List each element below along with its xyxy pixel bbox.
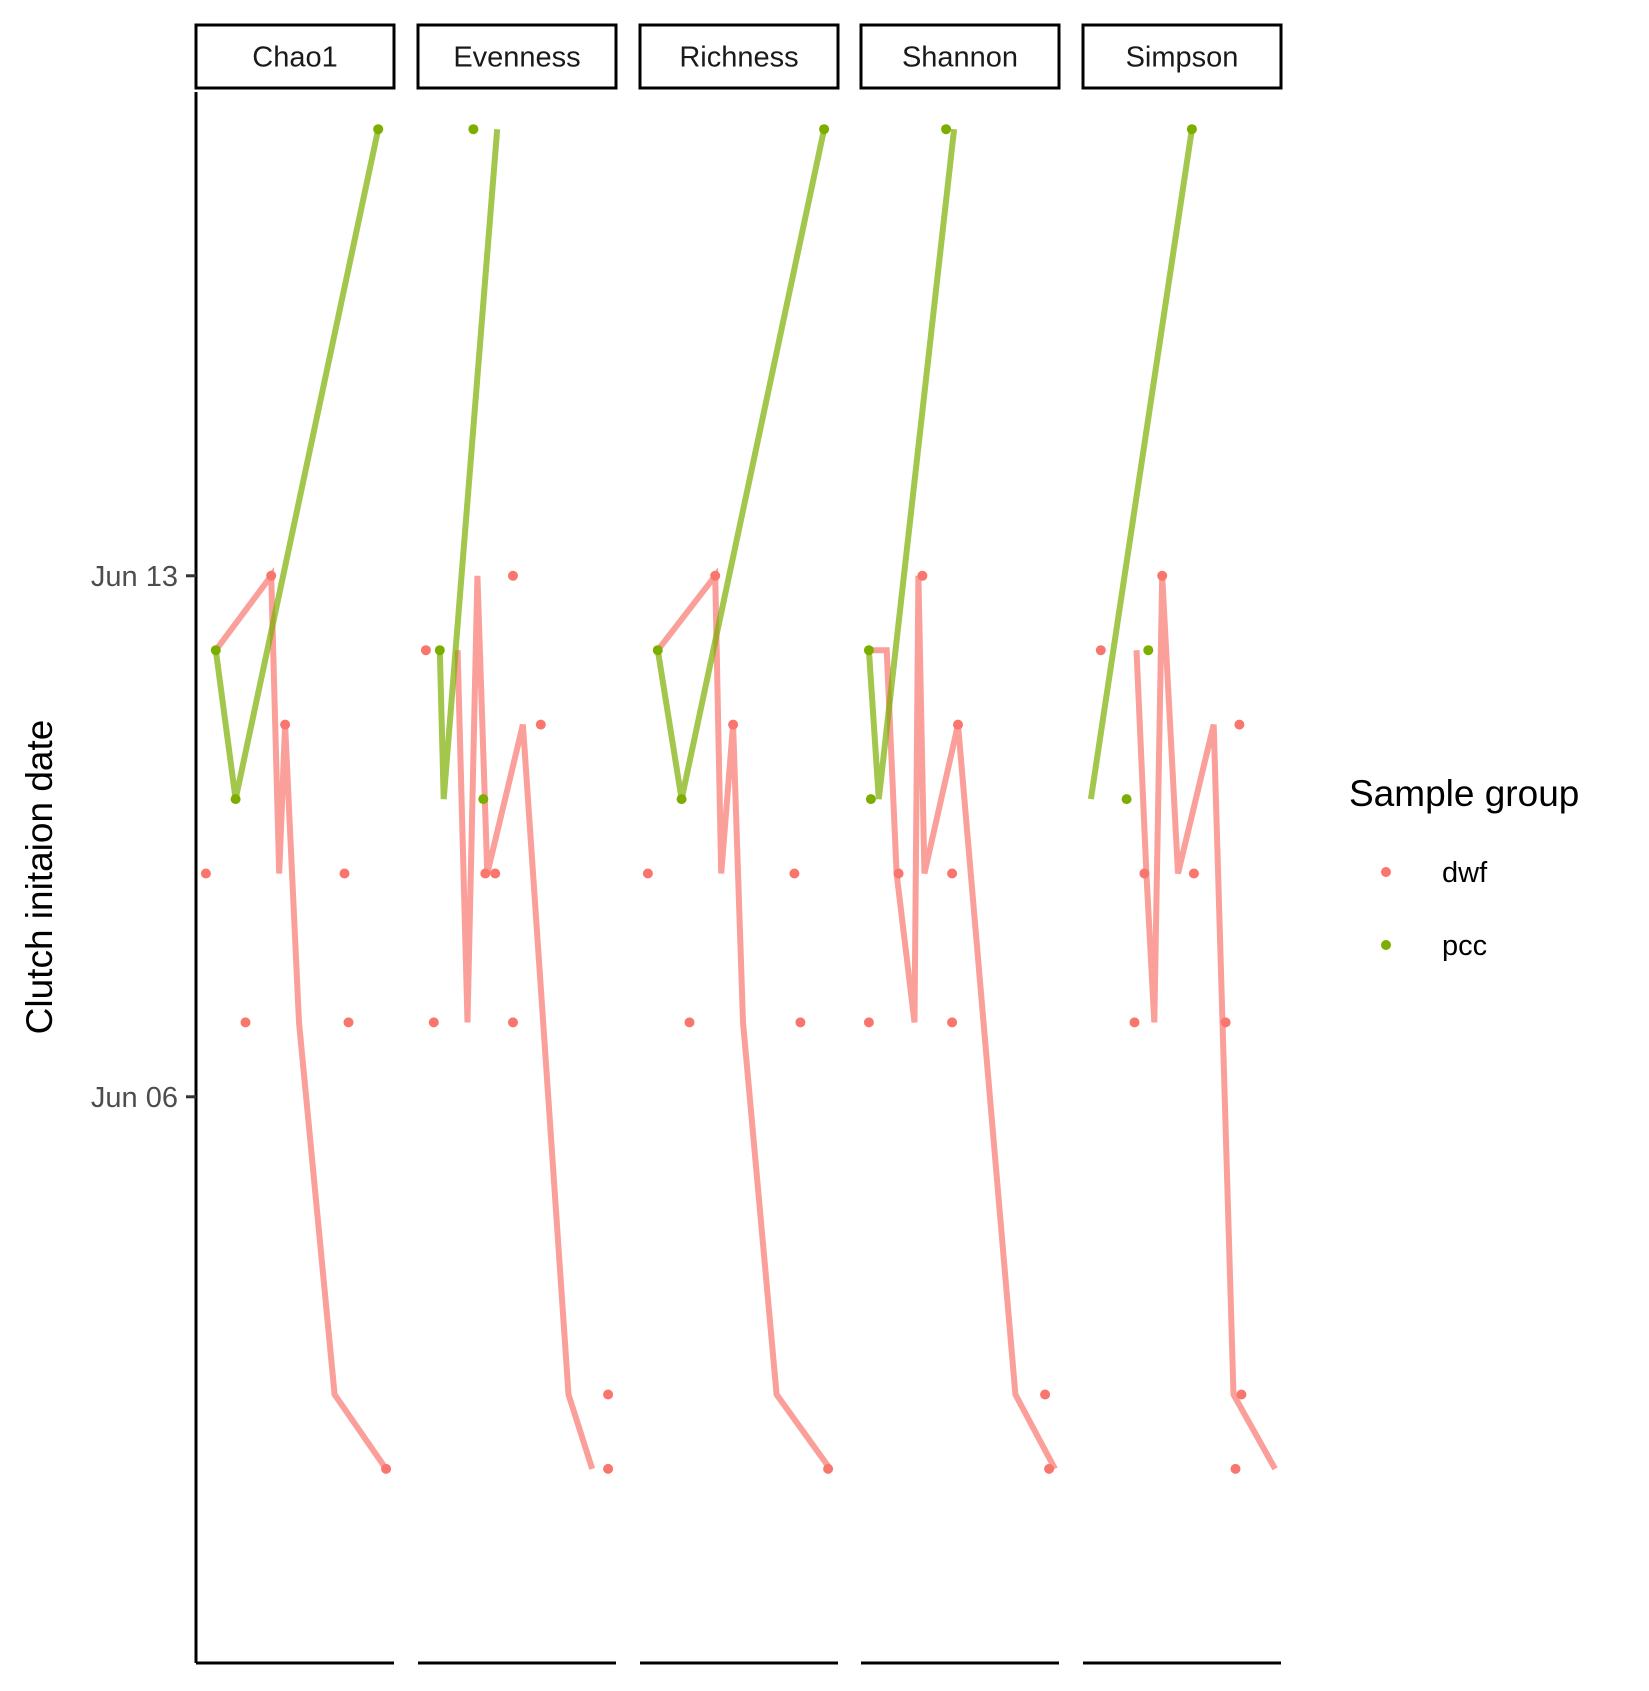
point-pcc-richness-1 bbox=[676, 794, 687, 805]
facet-label-chao1: Chao1 bbox=[252, 42, 337, 74]
point-pcc-evenness-1 bbox=[468, 124, 479, 135]
point-pcc-chao1-0 bbox=[210, 645, 221, 656]
point-dwf-simpson-1 bbox=[1129, 1017, 1140, 1028]
point-dwf-simpson-2 bbox=[1139, 868, 1150, 879]
point-pcc-evenness-0 bbox=[434, 645, 445, 656]
point-dwf-simpson-6 bbox=[1236, 1389, 1247, 1400]
point-dwf-richness-2 bbox=[710, 570, 721, 581]
point-dwf-simpson-0 bbox=[1095, 645, 1106, 656]
point-pcc-simpson-0 bbox=[1121, 794, 1132, 805]
point-dwf-simpson-5 bbox=[1220, 1017, 1231, 1028]
point-dwf-chao1-3 bbox=[280, 719, 291, 730]
point-pcc-simpson-2 bbox=[1186, 124, 1197, 135]
facet-strip-evenness bbox=[416, 23, 618, 90]
point-dwf-evenness-0 bbox=[420, 645, 431, 656]
point-dwf-shannon-7 bbox=[1044, 1463, 1055, 1474]
facet-label-richness: Richness bbox=[679, 42, 798, 74]
panel-shannon: Shannon bbox=[859, 23, 1061, 1665]
facet-strip-simpson bbox=[1081, 23, 1283, 90]
point-dwf-richness-4 bbox=[789, 868, 800, 879]
point-dwf-shannon-5 bbox=[953, 719, 963, 730]
series-line-pcc-shannon bbox=[865, 128, 958, 800]
point-dwf-chao1-1 bbox=[240, 1017, 251, 1028]
y-axis-title: Clutch initaion date bbox=[19, 720, 60, 1035]
point-dwf-richness-5 bbox=[795, 1017, 806, 1028]
point-pcc-richness-2 bbox=[819, 124, 830, 135]
point-dwf-chao1-6 bbox=[381, 1463, 392, 1474]
point-pcc-evenness-2 bbox=[478, 794, 489, 805]
point-dwf-richness-0 bbox=[642, 868, 653, 879]
legend-label-pcc: pcc bbox=[1442, 930, 1487, 962]
point-dwf-evenness-7 bbox=[603, 1389, 614, 1400]
series-line-pcc-evenness bbox=[436, 128, 501, 800]
point-dwf-simpson-8 bbox=[1230, 1463, 1241, 1474]
point-dwf-chao1-2 bbox=[266, 570, 277, 581]
point-dwf-shannon-2 bbox=[917, 570, 928, 581]
point-dwf-evenness-1 bbox=[428, 1017, 439, 1028]
point-dwf-shannon-1 bbox=[893, 868, 904, 879]
point-dwf-simpson-4 bbox=[1188, 868, 1199, 879]
point-pcc-chao1-2 bbox=[373, 124, 384, 135]
legend-title: Sample group bbox=[1349, 773, 1579, 814]
facet-label-simpson: Simpson bbox=[1126, 42, 1239, 74]
y-axis: Jun 06 Jun 13 bbox=[91, 92, 198, 1663]
legend-key-dwf bbox=[1381, 867, 1391, 877]
legend-entries: dwf pcc bbox=[1381, 857, 1488, 962]
point-pcc-shannon-0 bbox=[863, 645, 874, 656]
point-dwf-evenness-6 bbox=[535, 719, 546, 730]
point-dwf-richness-1 bbox=[684, 1017, 695, 1028]
point-pcc-chao1-1 bbox=[230, 794, 241, 805]
point-dwf-chao1-4 bbox=[339, 868, 350, 879]
point-dwf-evenness-2 bbox=[480, 868, 491, 879]
y-tick-label-1: Jun 13 bbox=[91, 561, 178, 593]
point-dwf-evenness-4 bbox=[508, 1017, 518, 1028]
point-dwf-chao1-5 bbox=[343, 1017, 354, 1028]
panels-layer: Chao1 Evenness Richness Shannon Simpson bbox=[194, 23, 1283, 1665]
facet-label-evenness: Evenness bbox=[453, 42, 580, 74]
panel-chao1: Chao1 bbox=[194, 23, 396, 1665]
panel-richness: Richness bbox=[638, 23, 840, 1665]
point-dwf-shannon-0 bbox=[863, 1017, 874, 1028]
legend: Sample group dwf pcc bbox=[1349, 773, 1579, 962]
point-dwf-evenness-3 bbox=[490, 868, 501, 879]
point-pcc-richness-0 bbox=[652, 645, 663, 656]
facet-strip-chao1 bbox=[194, 23, 396, 90]
point-dwf-richness-3 bbox=[728, 719, 739, 730]
point-dwf-simpson-7 bbox=[1234, 719, 1245, 730]
facet-strip-shannon bbox=[859, 23, 1061, 90]
facet-label-shannon: Shannon bbox=[902, 42, 1018, 74]
series-line-dwf-simpson bbox=[1133, 575, 1278, 1471]
point-dwf-chao1-0 bbox=[200, 868, 211, 879]
facet-strip-richness bbox=[638, 23, 840, 90]
point-dwf-evenness-8 bbox=[603, 1463, 614, 1474]
point-pcc-shannon-2 bbox=[941, 124, 952, 135]
series-line-pcc-chao1 bbox=[212, 128, 382, 800]
y-tick-label-0: Jun 06 bbox=[91, 1082, 178, 1114]
point-dwf-evenness-5 bbox=[508, 570, 518, 581]
point-dwf-simpson-3 bbox=[1157, 570, 1168, 581]
series-line-dwf-evenness bbox=[454, 575, 596, 1470]
point-dwf-shannon-3 bbox=[947, 868, 958, 879]
panel-evenness: Evenness bbox=[416, 23, 618, 1665]
panel-simpson: Simpson bbox=[1081, 23, 1283, 1665]
point-pcc-shannon-1 bbox=[865, 794, 876, 805]
point-dwf-shannon-4 bbox=[947, 1017, 958, 1028]
point-dwf-richness-6 bbox=[823, 1463, 834, 1474]
series-line-pcc-simpson bbox=[1087, 128, 1195, 800]
legend-label-dwf: dwf bbox=[1442, 857, 1488, 889]
series-line-dwf-shannon bbox=[872, 575, 1058, 1471]
point-dwf-shannon-6 bbox=[1040, 1389, 1051, 1400]
series-line-pcc-richness bbox=[654, 128, 828, 800]
legend-key-pcc bbox=[1381, 940, 1391, 950]
point-pcc-simpson-1 bbox=[1143, 645, 1154, 656]
